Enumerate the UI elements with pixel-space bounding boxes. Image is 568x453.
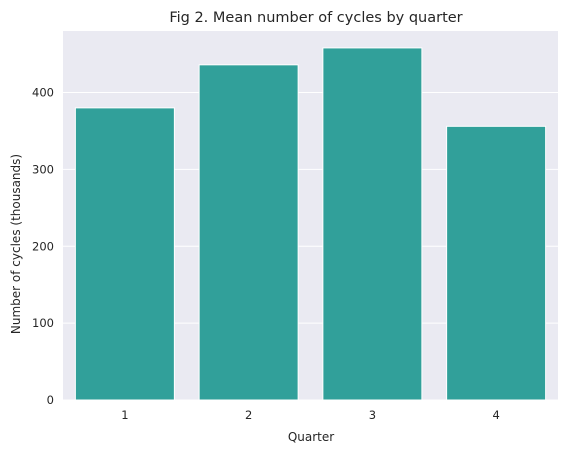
x-tick-label: 1 [121,408,128,422]
x-tick-labels: 1 2 3 4 [121,408,500,422]
x-tick-label: 3 [369,408,376,422]
bar-quarter-4 [446,125,547,401]
x-tick-label: 4 [492,408,499,422]
y-tick-labels: 0 100 200 300 400 [32,86,54,408]
y-tick-label: 100 [32,316,54,330]
x-axis-label: Quarter [288,430,334,444]
bar-quarter-3 [322,47,423,401]
y-tick-label: 200 [32,239,54,253]
x-tick-label: 2 [245,408,252,422]
bar-quarter-1 [74,107,175,401]
y-tick-label: 300 [32,162,54,176]
bar-quarter-2 [198,64,299,401]
y-tick-label: 0 [47,393,54,407]
y-axis-label: Number of cycles (thousands) [9,154,23,334]
y-tick-label: 400 [32,86,54,100]
bars [74,47,547,401]
chart-title: Fig 2. Mean number of cycles by quarter [169,10,462,26]
